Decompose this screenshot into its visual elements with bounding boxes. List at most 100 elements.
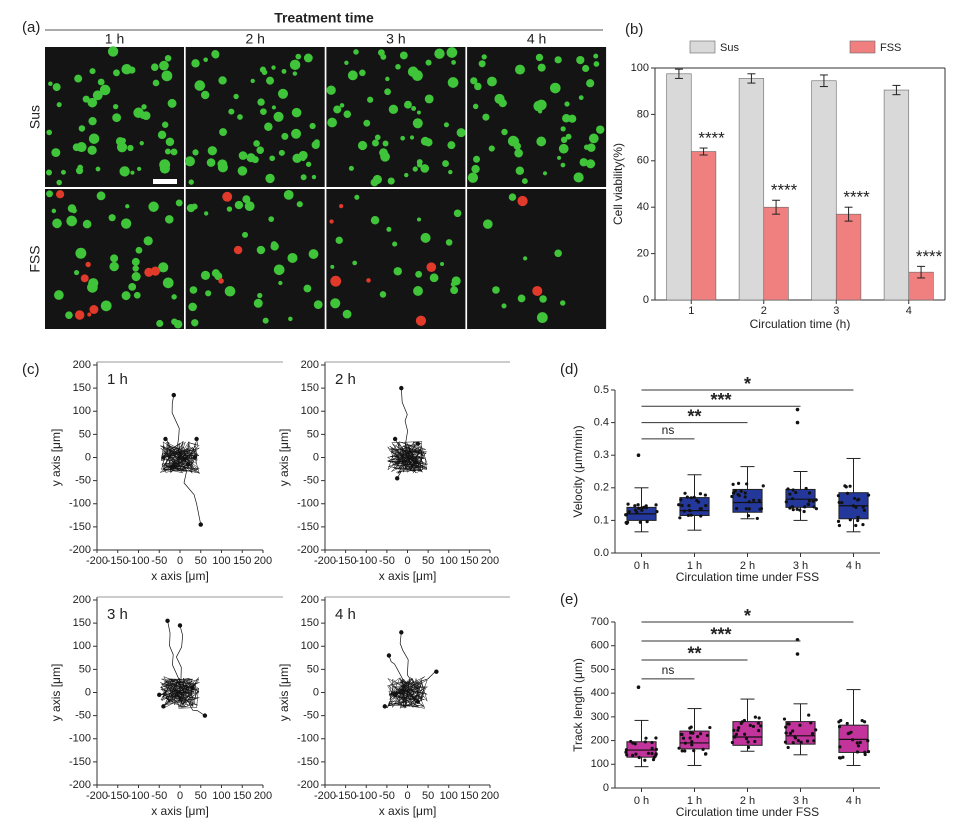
cell xyxy=(333,105,342,114)
column-label: 1 h xyxy=(105,31,124,47)
y-tick-label: 0.5 xyxy=(594,384,609,396)
cell xyxy=(313,139,320,146)
jitter-point xyxy=(625,520,630,524)
jitter-point xyxy=(814,728,818,732)
cell xyxy=(371,139,379,147)
cell xyxy=(372,174,382,185)
jitter-point xyxy=(791,508,795,512)
cell xyxy=(107,46,119,57)
cell xyxy=(339,204,344,209)
y-tick-label: 100 xyxy=(73,640,91,652)
track-end xyxy=(186,462,191,467)
jitter-point xyxy=(798,508,802,512)
cell xyxy=(382,140,389,147)
track-end xyxy=(394,476,400,481)
jitter-point xyxy=(740,720,744,724)
jitter-point xyxy=(644,506,648,510)
x-tick-label: 200 xyxy=(481,555,499,567)
cell xyxy=(483,219,493,229)
cell xyxy=(366,278,371,283)
jitter-point xyxy=(701,747,705,751)
jitter-point xyxy=(790,497,795,501)
x-tick-label: 0 xyxy=(404,555,410,567)
track xyxy=(396,457,408,479)
cell xyxy=(205,290,212,297)
cell xyxy=(262,317,269,324)
y-tick-label: 0.4 xyxy=(594,417,609,429)
plot-annotation: 4 h xyxy=(335,606,356,623)
cell xyxy=(278,149,285,156)
track xyxy=(179,692,206,716)
x-tick-label: -150 xyxy=(107,555,129,567)
x-tick-label: 0 h xyxy=(634,560,649,572)
x-tick-label: 50 xyxy=(422,790,434,802)
cell xyxy=(133,291,141,299)
significance-label: ns xyxy=(662,423,675,437)
box xyxy=(679,730,710,750)
cell xyxy=(159,159,171,171)
cell xyxy=(203,57,208,63)
cell xyxy=(164,148,171,155)
jitter-point xyxy=(841,755,845,759)
x-axis-label: x axis [μm] xyxy=(151,569,209,583)
jitter-point xyxy=(640,506,644,510)
cell xyxy=(152,79,160,87)
cell xyxy=(415,270,423,278)
error-bar xyxy=(747,73,756,84)
cell xyxy=(78,125,86,132)
cell xyxy=(112,113,122,123)
cell xyxy=(560,162,566,168)
x-tick-label: 100 xyxy=(212,790,230,802)
jitter-point xyxy=(624,513,628,517)
jitter-point xyxy=(745,482,749,486)
jitter-point xyxy=(837,523,842,528)
cell xyxy=(585,145,590,150)
plot-annotation: 3 h xyxy=(107,606,128,623)
jitter-point xyxy=(637,506,641,510)
cell xyxy=(386,226,392,232)
x-tick-label: 3 xyxy=(833,305,839,317)
jitter-point xyxy=(850,738,855,742)
cell xyxy=(450,286,459,295)
y-tick-label: 150 xyxy=(73,617,91,629)
jitter-point xyxy=(837,725,842,729)
significance: **** xyxy=(698,129,725,148)
cell xyxy=(335,236,343,244)
jitter-point xyxy=(654,503,658,507)
cell xyxy=(67,204,77,213)
cell xyxy=(268,216,275,222)
cell xyxy=(270,242,279,251)
cell xyxy=(370,216,380,225)
x-tick-label: -100 xyxy=(355,790,377,802)
x-tick-label: -100 xyxy=(127,790,149,802)
jitter-point xyxy=(856,515,860,519)
cell xyxy=(65,311,73,319)
y-tick-label: 20 xyxy=(637,248,649,260)
cell xyxy=(167,98,177,108)
cell xyxy=(501,303,507,309)
track xyxy=(179,457,202,525)
x-tick-label: 100 xyxy=(440,555,458,567)
cell xyxy=(162,277,174,289)
cell xyxy=(97,78,105,86)
cell xyxy=(156,319,164,327)
track-end xyxy=(382,704,388,709)
cell xyxy=(352,260,358,266)
cell xyxy=(413,286,423,296)
y-tick-label: 0.0 xyxy=(594,547,609,559)
y-tick-label: -200 xyxy=(297,544,319,556)
jitter-point xyxy=(863,750,867,754)
jitter-point xyxy=(705,733,709,738)
y-tick-label: -50 xyxy=(75,710,91,722)
flier xyxy=(795,420,800,425)
cell xyxy=(242,231,249,238)
cell xyxy=(265,173,275,184)
x-tick-label: 150 xyxy=(233,790,251,802)
cell xyxy=(128,283,137,291)
cell xyxy=(200,90,210,100)
y-tick-label: 80 xyxy=(637,108,649,120)
jitter-point xyxy=(698,732,703,736)
cell xyxy=(537,109,543,114)
track-end xyxy=(177,623,183,628)
jitter-point xyxy=(743,495,747,499)
